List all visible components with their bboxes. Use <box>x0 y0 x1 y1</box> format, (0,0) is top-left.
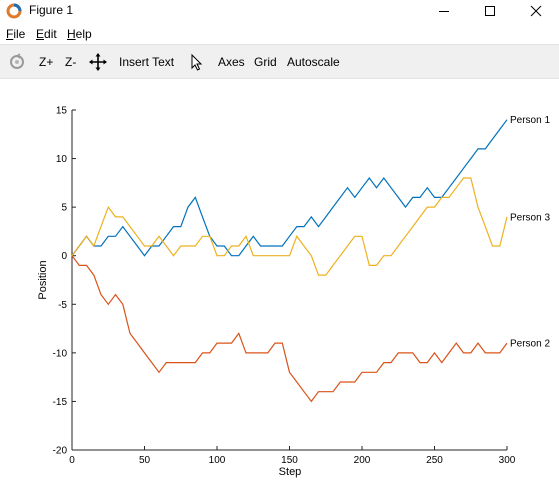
x-tick-label: 50 <box>139 455 151 466</box>
autoscale-button[interactable]: Autoscale <box>287 55 340 69</box>
y-axis-label: Position <box>37 260 49 299</box>
x-tick-label: 200 <box>354 455 371 466</box>
y-tick-label: 0 <box>61 251 67 262</box>
y-tick-label: -15 <box>53 397 68 408</box>
minimize-button[interactable] <box>421 0 467 22</box>
series-lines: Person 1 Person 2 Person 3 <box>71 115 550 403</box>
minimize-icon <box>439 11 449 12</box>
series-label-person-2: Person 2 <box>510 339 550 350</box>
y-tick-label: -20 <box>53 446 68 457</box>
y-tick-label: 10 <box>56 154 68 165</box>
title-bar: Figure 1 <box>0 0 559 22</box>
zoom-in-button[interactable]: Z+ <box>39 55 54 69</box>
maximize-button[interactable] <box>467 0 513 22</box>
menu-bar: File Edit Help <box>0 24 559 44</box>
series-line-person-3 <box>71 177 508 276</box>
x-axis-label: Step <box>279 466 302 478</box>
rotate-icon[interactable] <box>8 53 26 71</box>
insert-text-button[interactable]: Insert Text <box>119 55 175 69</box>
x-tick-label: 150 <box>281 455 298 466</box>
x-tick-label: 300 <box>499 455 516 466</box>
x-tick-label: 100 <box>209 455 226 466</box>
close-button[interactable] <box>513 0 559 22</box>
series-label-person-1: Person 1 <box>510 115 550 126</box>
axes-button[interactable]: Axes <box>218 55 245 69</box>
menu-edit[interactable]: Edit <box>36 27 57 41</box>
window-title: Figure 1 <box>29 3 74 17</box>
menu-file[interactable]: File <box>6 27 26 41</box>
toolbar: Z+ Z- Insert Text Axes Grid Autoscale <box>0 44 559 79</box>
axes-box <box>71 110 507 451</box>
series-line-person-1 <box>71 119 508 257</box>
y-tick-label: -5 <box>58 300 67 311</box>
y-tick-label: -10 <box>53 348 68 359</box>
select-arrow-icon[interactable] <box>188 53 206 71</box>
maximize-icon <box>485 6 495 16</box>
x-tick-label: 250 <box>426 455 443 466</box>
menu-help[interactable]: Help <box>67 27 92 41</box>
x-axis-ticks: 0 50 100 150 200 250 300 <box>69 446 516 466</box>
pan-icon[interactable] <box>89 53 107 71</box>
x-tick-label: 0 <box>69 455 75 466</box>
series-line-person-2 <box>71 255 508 403</box>
octave-app-icon <box>6 3 22 19</box>
grid-button[interactable]: Grid <box>254 55 277 69</box>
series-label-person-3: Person 3 <box>510 212 550 223</box>
y-axis-ticks: 15 10 5 0 -5 -10 -15 -20 <box>53 106 76 457</box>
zoom-out-button[interactable]: Z- <box>65 55 77 69</box>
close-icon <box>530 5 542 17</box>
y-tick-label: 15 <box>56 106 68 117</box>
y-tick-label: 5 <box>61 203 67 214</box>
